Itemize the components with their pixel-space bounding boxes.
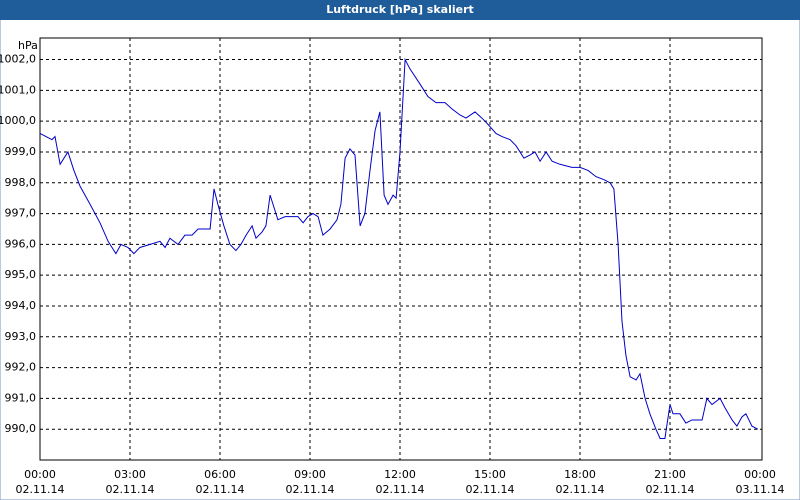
x-tick-label: 12:00 [384,468,416,481]
y-tick-label: 996,0 [5,237,37,250]
data-line [39,57,759,439]
plot-area [39,37,763,461]
y-tick-label: 992,0 [5,361,37,374]
x-tick-label: 15:00 [474,468,506,481]
x-tick-label: 21:00 [654,468,686,481]
y-tick-label: 1001,0 [0,83,36,96]
x-tick-label: 09:00 [294,468,326,481]
x-tick-label: 03:00 [114,468,146,481]
x-tick-date: 02.11.14 [376,483,425,496]
x-tick-label: 06:00 [204,468,236,481]
x-tick-date: 02.11.14 [646,483,695,496]
x-tick-label: 00:00 [24,468,56,481]
y-tick-label: 995,0 [5,268,37,281]
x-tick-label: 18:00 [564,468,596,481]
y-tick-label: 1002,0 [0,53,36,66]
x-tick-date: 02.11.14 [466,483,515,496]
x-tick-label: 00:00 [744,468,776,481]
chart-title: Luftdruck [hPa] skaliert [326,3,474,16]
y-tick-label: 990,0 [5,422,37,435]
y-axis-label: hPa [18,39,38,52]
y-tick-label: 994,0 [5,299,37,312]
title-bar [0,0,800,20]
y-tick-label: 1000,0 [0,114,36,127]
y-tick-label: 997,0 [5,207,37,220]
y-tick-label: 998,0 [5,176,37,189]
y-tick-label: 993,0 [5,330,37,343]
x-tick-date: 02.11.14 [196,483,245,496]
y-tick-label: 991,0 [5,391,37,404]
x-tick-date: 02.11.14 [286,483,335,496]
x-tick-date: 02.11.14 [556,483,605,496]
x-tick-date: 02.11.14 [16,483,65,496]
x-tick-date: 03.11.14 [736,483,785,496]
x-tick-date: 02.11.14 [106,483,155,496]
y-tick-label: 999,0 [5,145,37,158]
